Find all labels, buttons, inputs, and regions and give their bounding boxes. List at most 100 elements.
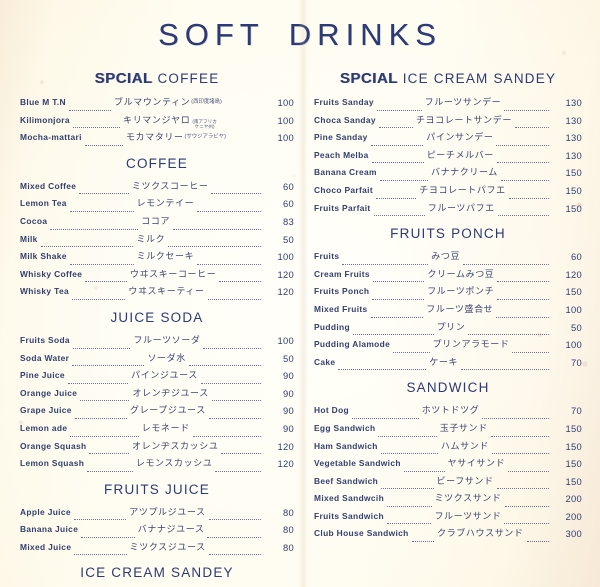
menu-item-row: Lemon Squash レモンスカッシユ 120 (20, 455, 294, 473)
menu-item-row: Pudding Alamode プリンアラモード 100 (314, 336, 582, 354)
menu-item-row: Banana Juice バナナジユース 80 (20, 521, 294, 539)
menu-item-price: 150 (565, 475, 582, 487)
leader-dots (514, 118, 549, 129)
menu-item-name-jp-group: 玉子サンド (440, 420, 488, 438)
leader-dots (497, 206, 549, 217)
menu-item-name-en: Lemon Tea (20, 198, 67, 209)
menu-item-name-jp: ケーキ (429, 356, 459, 367)
menu-section: FRUITS JUICE Apple Juice アツプルジユース 80 Banana … (20, 482, 294, 557)
menu-item-list: Mixed Coffee ミツクスコーヒー 60 Lemon Tea レモンテイー 60 C… (20, 178, 294, 301)
menu-item-name-en: Hot Dog (314, 405, 350, 416)
menu-item-price: 100 (277, 114, 294, 126)
leader-dots (84, 136, 123, 146)
menu-item-price: 100 (565, 303, 582, 315)
menu-item-name-jp: パインジユース (131, 370, 198, 381)
menu-item-price: 60 (282, 180, 295, 192)
menu-item-name-jp: ビーフサンド (436, 475, 494, 486)
section-heading: FRUITS JUICE (20, 482, 294, 497)
menu-section: SANDWICH Hot Dog ホツトドツグ 70 Egg Sandwich 玉子サンド… (314, 380, 582, 543)
menu-item-row: Pine Sanday パインサンデー 130 (314, 129, 582, 147)
menu-item-price: 120 (277, 458, 295, 470)
menu-item-name-en: Mixed Fruits (314, 303, 368, 314)
menu-item-name-jp-group: チヨコレートサンデー (416, 112, 512, 130)
menu-item-price: 90 (282, 370, 295, 382)
menu-section: FRUITS PONCH Fruits みつ豆 60 Cream Fruits クリームみ… (314, 226, 582, 371)
menu-item-name-jp: パインサンデー (426, 132, 494, 143)
menu-item-price: 150 (565, 202, 582, 214)
leader-dots (69, 202, 134, 212)
section-heading: ICE CREAM SANDEY (20, 565, 294, 580)
menu-item-list: Hot Dog ホツトドツグ 70 Egg Sandwich 玉子サンド 150 Ham S… (314, 402, 582, 543)
menu-item-name-jp-group: オレンヂスカッシユ (132, 438, 218, 456)
menu-item-name-jp-group: ウヰスキーコーヒー (130, 266, 216, 284)
menu-item-price: 150 (565, 286, 583, 298)
leader-dots (338, 360, 427, 371)
menu-item-name-en: Peach Melba (314, 149, 369, 160)
menu-item-name-jp-group: ビーフサンド (437, 473, 494, 491)
menu-item-name-jp: フルーツサンデー (424, 97, 502, 107)
leader-dots (497, 272, 549, 283)
menu-item-price: 130 (565, 97, 582, 108)
menu-item-list: Blue M T.N ブルマウンティン (西印度諸島) 100 Kilimonjora キ… (20, 94, 294, 147)
menu-item-name-jp: バナナジユース (137, 524, 205, 535)
menu-item-price: 150 (565, 167, 583, 179)
leader-dots (81, 528, 135, 538)
menu-item-name-jp-group: ミツクスジユース (130, 539, 206, 557)
leader-dots (508, 189, 549, 199)
leader-dots (73, 510, 127, 521)
menu-item-row: Whisky Coffee ウヰスキーコーヒー 120 (20, 266, 294, 284)
menu-item-name-en: Orange Juice (20, 387, 78, 398)
leader-dots (380, 444, 438, 455)
menu-item-row: Mixed Fruits フルーツ盛合せ 100 (314, 301, 582, 319)
leader-dots (490, 427, 550, 437)
menu-item-name-en: Fruits Sanday (314, 97, 374, 107)
menu-section: COFFEE Mixed Coffee ミツクスコーヒー 60 Lemon Tea レモン… (20, 156, 294, 301)
menu-item-name-jp: プリン (436, 321, 466, 332)
menu-item-name-en: Blue M T.N (20, 97, 66, 107)
menu-item-name-jp: フルーツ盛合せ (426, 303, 494, 314)
menu-item-name-jp: チヨコレートパフエ (419, 184, 506, 195)
menu-item-name-jp: ミルクセーキ (136, 251, 195, 262)
menu-item-row: Beef Sandwich ビーフサンド 150 (314, 473, 582, 491)
leader-dots (89, 444, 130, 455)
menu-item-name-en: Soda Water (20, 352, 70, 363)
menu-item-name-en: Cake (314, 356, 336, 367)
leader-dots (74, 409, 127, 419)
menu-section: JUICE SODA Fruits Soda フルーツソーダ 100 Soda Wate… (20, 310, 294, 473)
menu-item-name-jp-group: ブルマウンティン (西印度諸島) (114, 94, 222, 112)
menu-item-name-en: Fruits Parfait (314, 202, 371, 213)
menu-item-row: Choco Parfait チヨコレートパフエ 150 (314, 182, 582, 200)
menu-item-name-jp-group: レモンスカッシユ (136, 455, 213, 473)
menu-item-price: 100 (277, 251, 294, 263)
menu-item-name-en: Choco Parfait (314, 184, 373, 195)
menu-item-price: 120 (277, 440, 295, 452)
menu-item-name-jp-group: プリンアラモード (433, 336, 510, 354)
leader-dots (496, 308, 549, 318)
menu-item-name-jp: ウヰスキーティー (128, 286, 205, 297)
menu-item-row: Vegetable Sandwich ヤサイサンド 150 (314, 455, 582, 473)
menu-item-list: Apple Juice アツプルジユース 80 Banana Juice バナナジユース… (20, 504, 294, 557)
leader-dots (72, 118, 121, 129)
leader-dots (69, 255, 134, 265)
leader-dots (411, 532, 435, 543)
menu-item-name-en: Whisky Tea (20, 286, 69, 297)
menu-item-name-jp-group: プリン (437, 319, 466, 337)
leader-dots (373, 206, 425, 217)
menu-item-name-en: Milk Shake (20, 251, 67, 262)
menu-item-name-en: Cream Fruits (314, 268, 370, 279)
menu-item-list: Fruits みつ豆 60 Cream Fruits クリームみつ豆 120 Fruits … (314, 248, 582, 371)
menu-item-name-en: Kilimonjora (20, 114, 70, 125)
menu-item-name-jp-group: ホツトドツグ (422, 402, 480, 420)
menu-section: ICE CREAM SANDEYIce Creamアイスクリーム80Cream … (20, 565, 294, 587)
leader-dots (504, 497, 549, 507)
menu-item-name-en: Milk (20, 233, 38, 244)
menu-item-name-en: Mocha-mattari (20, 132, 82, 143)
menu-item-name-jp-group: バナナジユース (138, 521, 205, 539)
menu-item-name-en: Pudding (314, 321, 350, 332)
menu-item-name-jp-group: みつ豆 (431, 248, 460, 266)
leader-dots (72, 339, 131, 349)
menu-item-row: Lemon Tea レモンテイー 60 (20, 195, 294, 213)
menu-item-name-en: Vegetable Sandwich (314, 458, 401, 469)
leader-dots (500, 171, 550, 181)
